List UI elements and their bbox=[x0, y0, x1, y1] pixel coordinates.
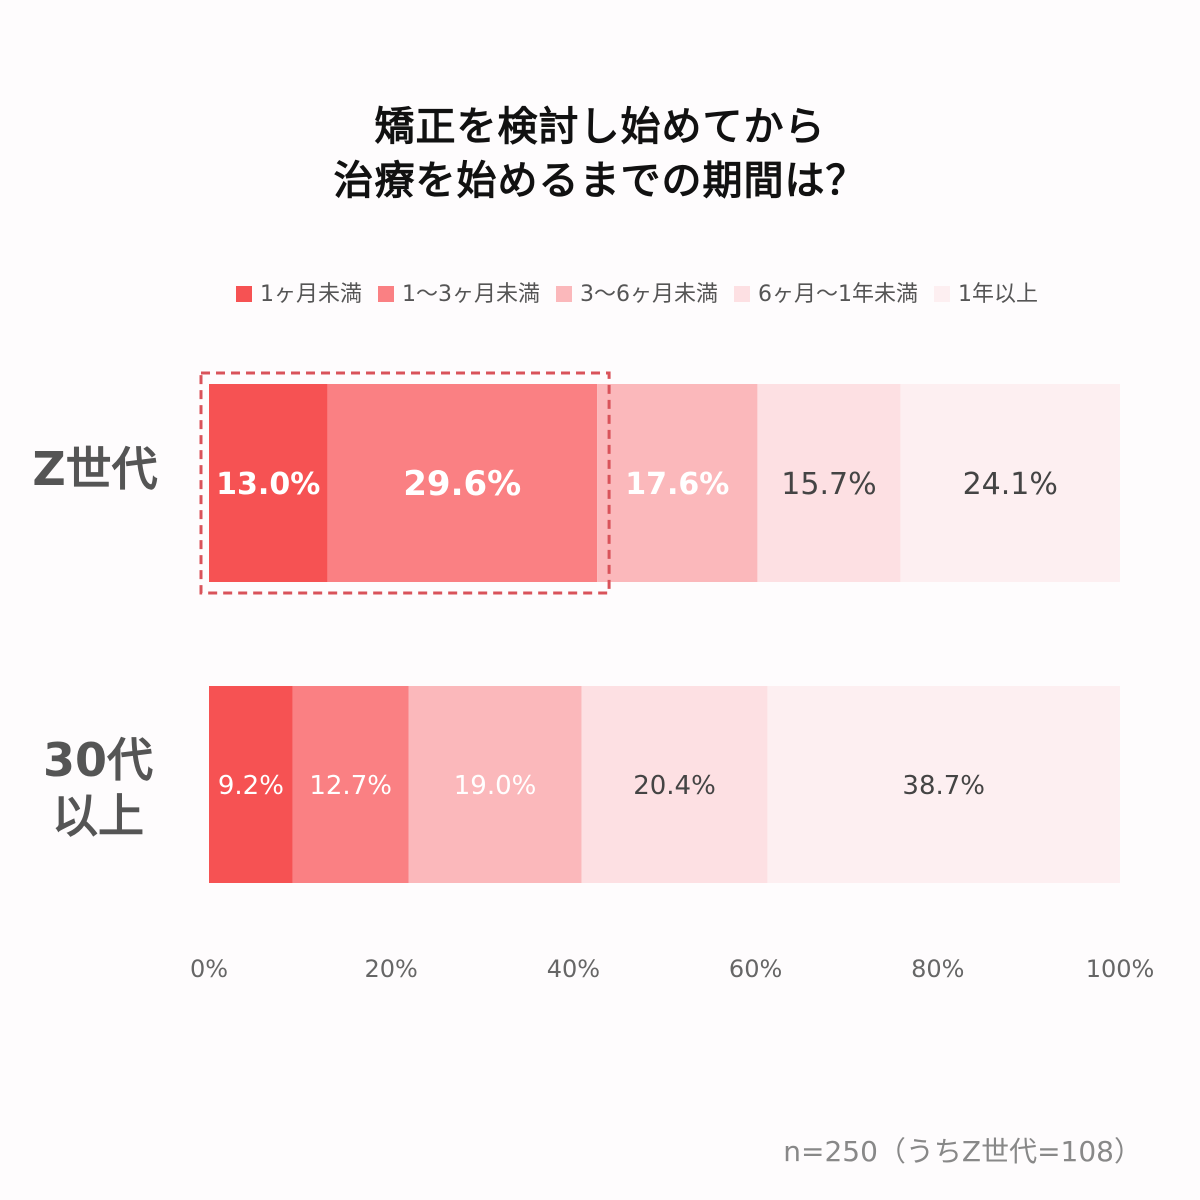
bar-segment-row2-series2 bbox=[292, 686, 409, 883]
legend-label: 6ヶ月〜1年未満 bbox=[758, 282, 918, 307]
row-label-line-1: 30代 bbox=[42, 733, 153, 787]
bar-segment-row1-series2 bbox=[327, 384, 598, 582]
legend-item-4: 6ヶ月〜1年未満 bbox=[734, 276, 918, 308]
legend-label: 1ヶ月未満 bbox=[260, 282, 362, 307]
data-label-row2-series3: 19.0% bbox=[454, 771, 537, 801]
x-tick-label: 60% bbox=[729, 955, 782, 983]
legend-label: 3〜6ヶ月未満 bbox=[580, 282, 718, 307]
legend-swatch bbox=[556, 286, 572, 302]
data-label-row2-series1: 9.2% bbox=[218, 771, 284, 801]
legend-label: 1〜3ヶ月未満 bbox=[402, 282, 540, 307]
data-label-row2-series2: 12.7% bbox=[309, 771, 392, 801]
x-tick-label: 100% bbox=[1086, 955, 1155, 983]
data-label-row1-series1: 13.0% bbox=[216, 467, 320, 502]
legend-swatch bbox=[378, 286, 394, 302]
data-label-row1-series3: 17.6% bbox=[625, 467, 729, 502]
bar-segment-row1-series1 bbox=[209, 384, 328, 582]
legend-swatch bbox=[734, 286, 750, 302]
row-label-z-generation: Z世代 bbox=[32, 442, 158, 496]
bar-segment-row1-series4 bbox=[757, 384, 901, 582]
legend: 1ヶ月未満 1〜3ヶ月未満 3〜6ヶ月未満 6ヶ月〜1年未満 1年以上 bbox=[236, 276, 1054, 308]
sample-size-footnote: n=250（うちZ世代=108） bbox=[783, 1135, 1142, 1168]
bar-segment-row2-series4 bbox=[581, 686, 768, 883]
legend-item-3: 3〜6ヶ月未満 bbox=[556, 276, 718, 308]
data-label-row1-series2: 29.6% bbox=[403, 464, 521, 504]
chart-title-line-1: 矯正を検討し始めてから bbox=[374, 104, 826, 150]
bar-segment-row1-series3 bbox=[597, 384, 758, 582]
legend-item-1: 1ヶ月未満 bbox=[236, 276, 362, 308]
row-label-line-2: 以上 bbox=[52, 789, 144, 843]
legend-item-2: 1〜3ヶ月未満 bbox=[378, 276, 540, 308]
legend-swatch bbox=[934, 286, 950, 302]
x-tick-label: 40% bbox=[547, 955, 600, 983]
bar-segment-row2-series3 bbox=[408, 686, 582, 883]
data-label-row2-series4: 20.4% bbox=[633, 771, 716, 801]
bar-segment-row2-series1 bbox=[209, 686, 293, 883]
chart-title-line-2: 治療を始めるまでの期間は？ bbox=[333, 158, 867, 204]
row-label-30s-and-above: 30代 以上 bbox=[28, 732, 168, 844]
data-label-row1-series4: 15.7% bbox=[781, 467, 876, 502]
legend-swatch bbox=[236, 286, 252, 302]
x-tick-label: 80% bbox=[911, 955, 964, 983]
legend-item-5: 1年以上 bbox=[934, 276, 1038, 308]
bar-segment-row2-series5 bbox=[767, 686, 1120, 883]
x-tick-label: 0% bbox=[190, 955, 228, 983]
x-tick-label: 20% bbox=[365, 955, 418, 983]
highlight-dashed-box bbox=[199, 371, 611, 595]
data-label-row1-series5: 24.1% bbox=[963, 467, 1058, 502]
legend-label: 1年以上 bbox=[958, 282, 1038, 307]
bar-segment-row1-series5 bbox=[900, 384, 1120, 582]
data-label-row2-series5: 38.7% bbox=[902, 771, 985, 801]
